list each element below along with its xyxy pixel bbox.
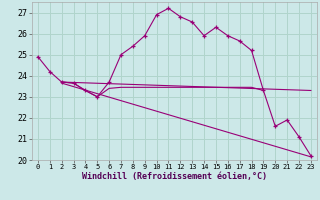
X-axis label: Windchill (Refroidissement éolien,°C): Windchill (Refroidissement éolien,°C) [82, 172, 267, 181]
